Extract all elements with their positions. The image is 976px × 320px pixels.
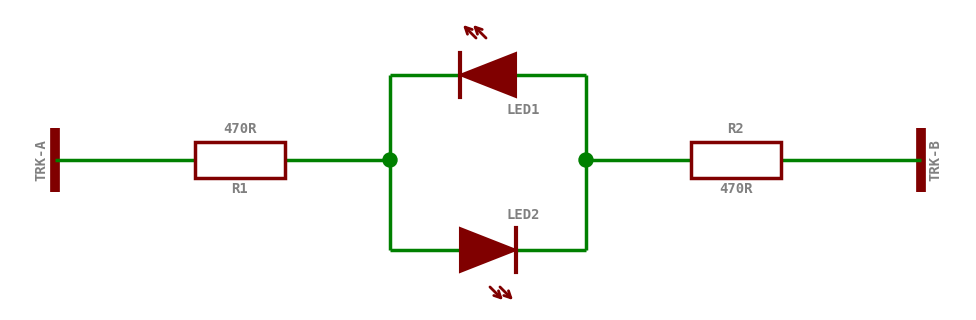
Bar [195, 142, 285, 178]
Text: 470R: 470R [719, 182, 752, 196]
Bar [691, 142, 781, 178]
Text: R1: R1 [231, 182, 248, 196]
Text: LED2: LED2 [506, 208, 540, 222]
Circle shape [579, 153, 593, 167]
Text: TRK-A: TRK-A [34, 139, 48, 181]
Text: R2: R2 [728, 122, 745, 136]
Text: 470R: 470R [224, 122, 257, 136]
Text: TRK-B: TRK-B [928, 139, 942, 181]
Text: LED1: LED1 [506, 103, 540, 117]
Circle shape [383, 153, 397, 167]
Polygon shape [460, 228, 516, 272]
Polygon shape [460, 53, 516, 97]
